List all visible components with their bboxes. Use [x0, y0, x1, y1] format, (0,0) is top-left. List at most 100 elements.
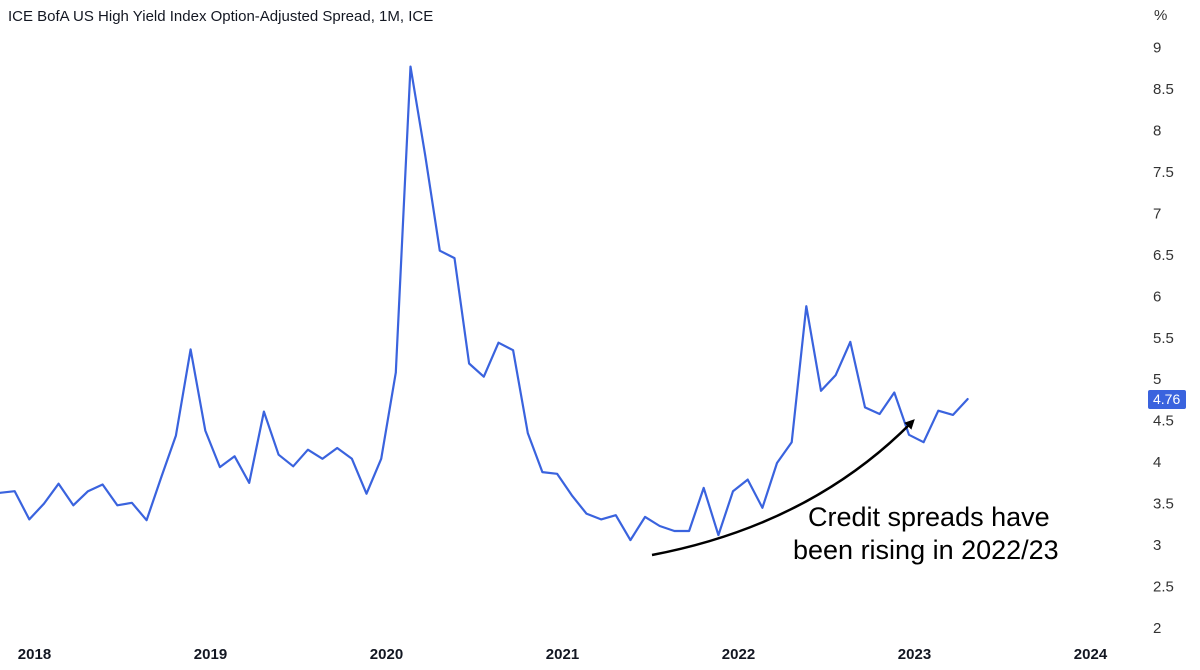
- data-point: [409, 65, 412, 68]
- data-point: [277, 453, 280, 456]
- data-point: [673, 530, 676, 532]
- data-point: [615, 514, 617, 516]
- x-tick-label: 2023: [898, 646, 931, 663]
- y-tick-label: 8.5: [1153, 81, 1174, 98]
- data-point: [790, 441, 793, 444]
- data-point: [0, 492, 1, 494]
- data-point: [527, 432, 529, 434]
- y-tick-label: 9: [1153, 40, 1161, 57]
- annotation: Credit spreads have been rising in 2022/…: [651, 419, 1059, 565]
- data-point: [72, 504, 75, 507]
- data-point: [497, 341, 500, 344]
- data-point: [776, 462, 778, 464]
- data-point: [351, 458, 353, 460]
- data-point: [292, 465, 295, 468]
- last-value-badge-bg: [1148, 390, 1186, 409]
- data-point: [658, 525, 661, 527]
- data-point: [820, 390, 822, 392]
- data-point: [864, 406, 866, 409]
- data-point: [893, 391, 896, 394]
- data-point: [644, 516, 646, 518]
- data-point: [453, 257, 456, 259]
- data-point: [28, 518, 31, 521]
- y-tick-label: 7: [1153, 205, 1161, 222]
- data-point: [233, 455, 236, 458]
- data-point: [512, 349, 514, 352]
- data-point: [556, 473, 558, 475]
- spread-series-line: [0, 65, 969, 542]
- data-point: [966, 398, 969, 400]
- x-tick-label: 2024: [1074, 646, 1108, 663]
- x-tick-label: 2020: [370, 646, 403, 663]
- data-point: [145, 519, 148, 521]
- data-point: [937, 409, 940, 412]
- data-point: [160, 476, 163, 478]
- series-points: [0, 65, 969, 541]
- data-point: [321, 458, 324, 460]
- data-point: [585, 512, 588, 515]
- y-axis: 2 2.5 3 3.5 4 4.5 5 5.5 6 6.5 7 7.5 8 8.5 9: [1153, 40, 1174, 638]
- annotation-arrow: [651, 419, 915, 557]
- data-point: [702, 487, 705, 489]
- annotation-line-2: been rising in 2022/23: [793, 535, 1059, 565]
- x-tick-label: 2019: [194, 646, 227, 663]
- data-point: [717, 534, 720, 536]
- y-tick-label: 2: [1153, 620, 1161, 637]
- data-point: [175, 434, 177, 437]
- data-point: [336, 447, 339, 449]
- data-point: [13, 490, 16, 493]
- last-value-badge: 4.76: [1148, 390, 1186, 409]
- data-point: [263, 410, 265, 413]
- y-axis-unit-label: %: [1154, 7, 1167, 24]
- data-point: [307, 448, 309, 451]
- data-point: [87, 490, 89, 493]
- data-point: [571, 494, 573, 497]
- data-point: [116, 504, 119, 507]
- data-point: [204, 429, 207, 432]
- x-tick-label: 2021: [546, 646, 579, 663]
- chart-title: ICE BofA US High Yield Index Option-Adju…: [8, 8, 434, 25]
- data-point: [952, 414, 954, 416]
- y-tick-label: 4.5: [1153, 413, 1174, 430]
- y-tick-label: 8: [1153, 122, 1161, 139]
- data-point: [380, 458, 383, 460]
- annotation-line-1: Credit spreads have: [808, 502, 1050, 532]
- data-point: [849, 341, 852, 343]
- data-point: [248, 482, 250, 484]
- data-point: [189, 348, 192, 351]
- y-tick-label: 4: [1153, 454, 1161, 471]
- y-tick-label: 5.5: [1153, 330, 1174, 347]
- y-tick-label: 6.5: [1153, 247, 1174, 264]
- data-point: [834, 374, 837, 376]
- x-tick-label: 2022: [722, 646, 755, 663]
- data-point: [365, 492, 368, 495]
- y-tick-label: 3: [1153, 537, 1161, 554]
- data-point: [761, 507, 764, 509]
- data-point: [395, 371, 397, 374]
- data-point: [43, 502, 45, 505]
- y-tick-label: 5: [1153, 371, 1161, 388]
- data-point: [805, 305, 808, 308]
- data-point: [468, 362, 470, 365]
- data-point: [424, 154, 427, 157]
- y-tick-label: 6: [1153, 288, 1161, 305]
- y-tick-label: 7.5: [1153, 164, 1174, 181]
- data-point: [732, 490, 734, 493]
- y-tick-label: 3.5: [1153, 496, 1174, 513]
- data-point: [131, 502, 133, 504]
- data-point: [483, 375, 485, 378]
- data-point: [878, 413, 881, 415]
- data-point: [908, 434, 910, 436]
- y-tick-label: 2.5: [1153, 579, 1174, 596]
- data-point: [541, 471, 544, 473]
- data-point: [688, 530, 690, 532]
- data-point: [600, 518, 602, 521]
- data-point: [57, 482, 60, 485]
- last-value-label: 4.76: [1153, 391, 1180, 407]
- data-point: [629, 539, 632, 541]
- data-point: [922, 441, 925, 444]
- x-axis: 2018 2019 2020 2021 2022 2023 2024: [18, 646, 1108, 663]
- x-tick-label: 2018: [18, 646, 51, 663]
- data-point: [439, 249, 441, 252]
